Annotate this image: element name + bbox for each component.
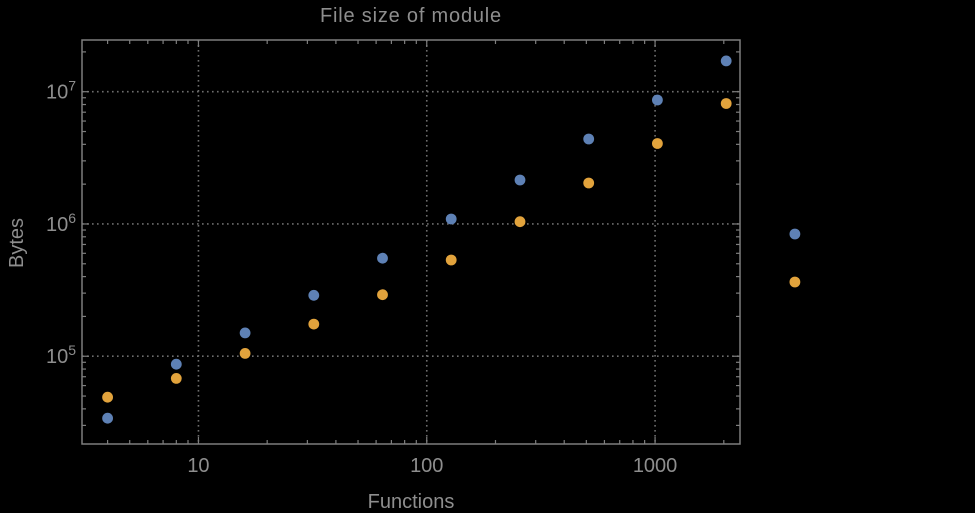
data-point-blue (170, 358, 182, 370)
data-point-orange (583, 177, 595, 189)
data-point-blue (720, 55, 732, 67)
axis-ticks (82, 40, 740, 444)
data-point-blue (514, 174, 526, 186)
series-orange (102, 98, 801, 403)
x-tick-label: 1000 (633, 455, 678, 477)
chart-title: File size of module (320, 5, 502, 27)
x-axis-label: Functions (368, 491, 455, 513)
data-point-blue (652, 94, 663, 106)
y-tick-label: 107 (46, 78, 76, 104)
data-point-orange (308, 318, 320, 330)
tick-labels: 10 100 1000 105 106 107 (46, 78, 677, 477)
data-point-orange (720, 98, 732, 109)
gridlines (82, 40, 740, 444)
y-tick-label: 106 (46, 210, 76, 236)
data-point-blue (102, 412, 113, 424)
data-point-orange (652, 138, 663, 149)
data-point-blue (239, 327, 251, 339)
data-point-orange (239, 348, 251, 359)
series-blue (102, 55, 801, 424)
data-point-orange (102, 391, 113, 403)
data-point-blue (445, 213, 457, 225)
data-point-blue (583, 133, 595, 145)
data-point-orange (789, 276, 801, 288)
y-axis-label: Bytes (6, 218, 28, 268)
plot-frame (81, 39, 741, 445)
data-point-blue (789, 228, 801, 240)
data-point-blue (377, 252, 388, 264)
x-tick-label: 10 (187, 455, 209, 477)
data-point-blue (308, 289, 320, 301)
y-tick-label: 105 (46, 342, 76, 368)
data-point-orange (377, 289, 388, 301)
data-point-orange (170, 373, 182, 384)
x-tick-label: 100 (410, 455, 443, 477)
data-point-orange (514, 216, 526, 228)
data-point-orange (445, 254, 457, 266)
